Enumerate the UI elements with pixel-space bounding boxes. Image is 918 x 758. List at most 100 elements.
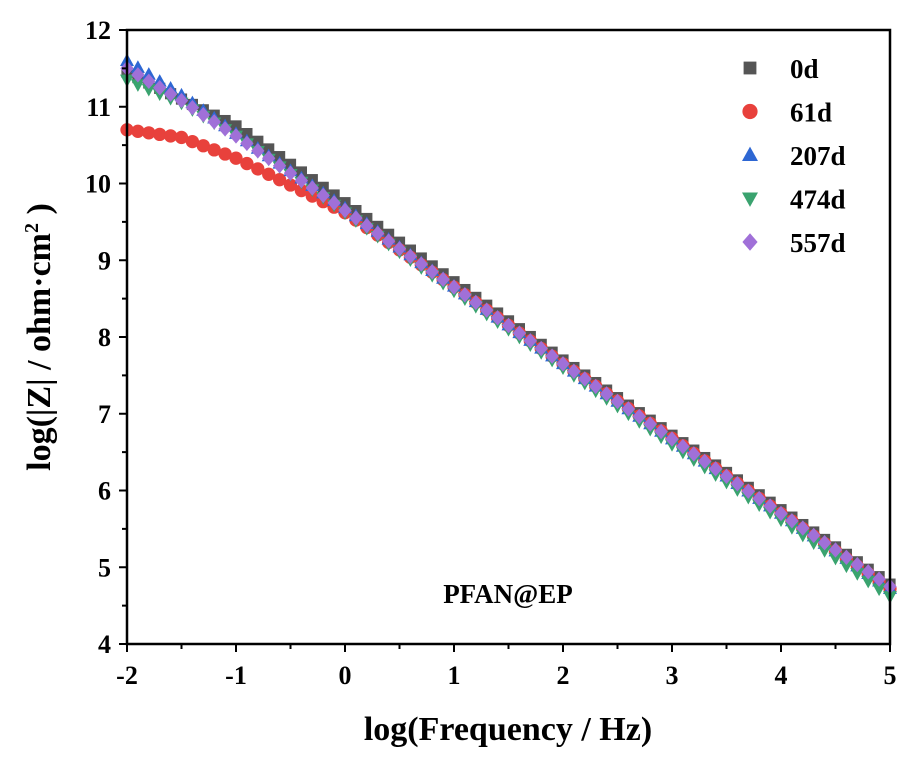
data-point-557d — [469, 294, 483, 311]
data-point-557d — [403, 248, 418, 265]
data-point-557d — [556, 356, 570, 372]
data-point-474d — [839, 560, 854, 574]
data-point-557d — [730, 476, 745, 492]
data-point-557d — [360, 218, 374, 234]
data-point-557d — [545, 348, 559, 364]
x-tick-label: 1 — [448, 661, 461, 690]
y-axis-title: log(|Z| / ohm·cm2 ) — [21, 203, 58, 471]
data-point-557d — [632, 408, 646, 425]
data-point-557d — [425, 264, 439, 280]
y-tick-label: 10 — [85, 170, 111, 199]
data-point-557d — [850, 556, 864, 573]
data-point-557d — [305, 180, 319, 196]
y-axis-title-superscript: 2 — [21, 223, 43, 233]
legend-label-207d: 207d — [790, 141, 846, 171]
data-point-557d — [752, 490, 766, 507]
y-tick-label: 7 — [98, 400, 111, 429]
data-point-474d — [817, 545, 832, 558]
data-point-474d — [850, 568, 865, 581]
data-point-557d — [796, 520, 810, 536]
data-point-474d — [141, 83, 156, 97]
data-point-557d — [839, 549, 854, 565]
data-point-557d — [294, 172, 309, 189]
data-point-557d — [872, 571, 886, 587]
data-point-61d — [251, 162, 265, 176]
data-point-557d — [153, 80, 167, 96]
y-tick-label: 5 — [98, 553, 111, 582]
data-point-474d — [795, 529, 810, 543]
legend-item-61d: 61d — [742, 98, 832, 128]
x-tick-label: -2 — [116, 661, 138, 690]
data-point-557d — [131, 67, 145, 83]
data-point-557d — [807, 527, 821, 544]
data-point-557d — [240, 135, 254, 152]
data-point-557d — [589, 378, 603, 395]
data-point-557d — [719, 468, 734, 485]
legend-label-557d: 557d — [790, 228, 846, 258]
data-point-557d — [665, 431, 679, 447]
data-point-557d — [523, 333, 537, 349]
data-point-557d — [676, 438, 690, 455]
x-axis-title: log(Frequency / Hz) — [364, 711, 652, 748]
legend: 0d 61d 207d 474d 557d — [742, 54, 846, 258]
x-tick-label: 0 — [339, 661, 352, 690]
data-point-557d — [185, 99, 200, 116]
data-point-557d — [218, 121, 232, 137]
data-point-557d — [828, 542, 843, 558]
data-point-0d — [230, 120, 242, 132]
data-point-557d — [501, 317, 516, 334]
data-point-557d — [196, 107, 210, 123]
y-tick-label: 6 — [98, 477, 111, 506]
x-tick-label: 2 — [557, 661, 570, 690]
data-point-557d — [599, 386, 614, 402]
data-point-61d — [218, 147, 232, 161]
data-point-557d — [610, 393, 625, 410]
data-point-557d — [262, 150, 276, 166]
data-point-61d — [272, 173, 287, 187]
data-point-61d — [240, 156, 254, 171]
data-point-557d — [643, 416, 657, 432]
data-point-557d — [229, 128, 243, 144]
data-point-557d — [447, 279, 461, 295]
y-axis-title-main: log(|Z| / ohm·cm — [21, 233, 58, 471]
legend-item-557d: 557d — [742, 228, 846, 258]
legend-marker-557d — [742, 233, 758, 251]
data-point-557d — [512, 325, 527, 341]
data-point-557d — [414, 256, 428, 272]
data-point-474d — [806, 537, 821, 551]
legend-label-0d: 0d — [790, 54, 819, 84]
x-tick-label: 5 — [884, 661, 897, 690]
data-point-557d — [371, 225, 385, 242]
data-point-61d — [229, 151, 243, 165]
plot-annotation: PFAN@EP — [443, 579, 573, 609]
data-point-61d — [262, 167, 276, 181]
data-point-474d — [872, 583, 887, 597]
data-point-61d — [294, 183, 309, 198]
data-point-557d — [698, 453, 712, 470]
data-point-557d — [763, 498, 777, 514]
data-point-207d — [130, 60, 145, 73]
y-tick-label: 12 — [85, 16, 111, 45]
data-point-61d — [174, 130, 189, 145]
data-point-61d — [153, 127, 167, 142]
data-point-557d — [534, 340, 548, 357]
data-point-61d — [185, 134, 200, 149]
data-point-0d — [241, 128, 253, 140]
data-point-557d — [567, 363, 581, 380]
data-point-557d — [207, 114, 221, 130]
legend-item-0d: 0d — [743, 54, 819, 84]
legend-marker-61d — [742, 103, 758, 120]
data-point-557d — [142, 73, 156, 89]
data-point-61d — [142, 126, 156, 140]
data-point-474d — [861, 575, 876, 589]
data-point-557d — [741, 483, 755, 499]
data-point-557d — [163, 86, 178, 102]
legend-label-474d: 474d — [790, 185, 846, 215]
x-tick-label: 3 — [666, 661, 679, 690]
data-point-557d — [392, 241, 407, 257]
data-point-557d — [251, 143, 265, 159]
y-tick-label: 8 — [98, 323, 111, 352]
data-point-557d — [654, 423, 668, 440]
